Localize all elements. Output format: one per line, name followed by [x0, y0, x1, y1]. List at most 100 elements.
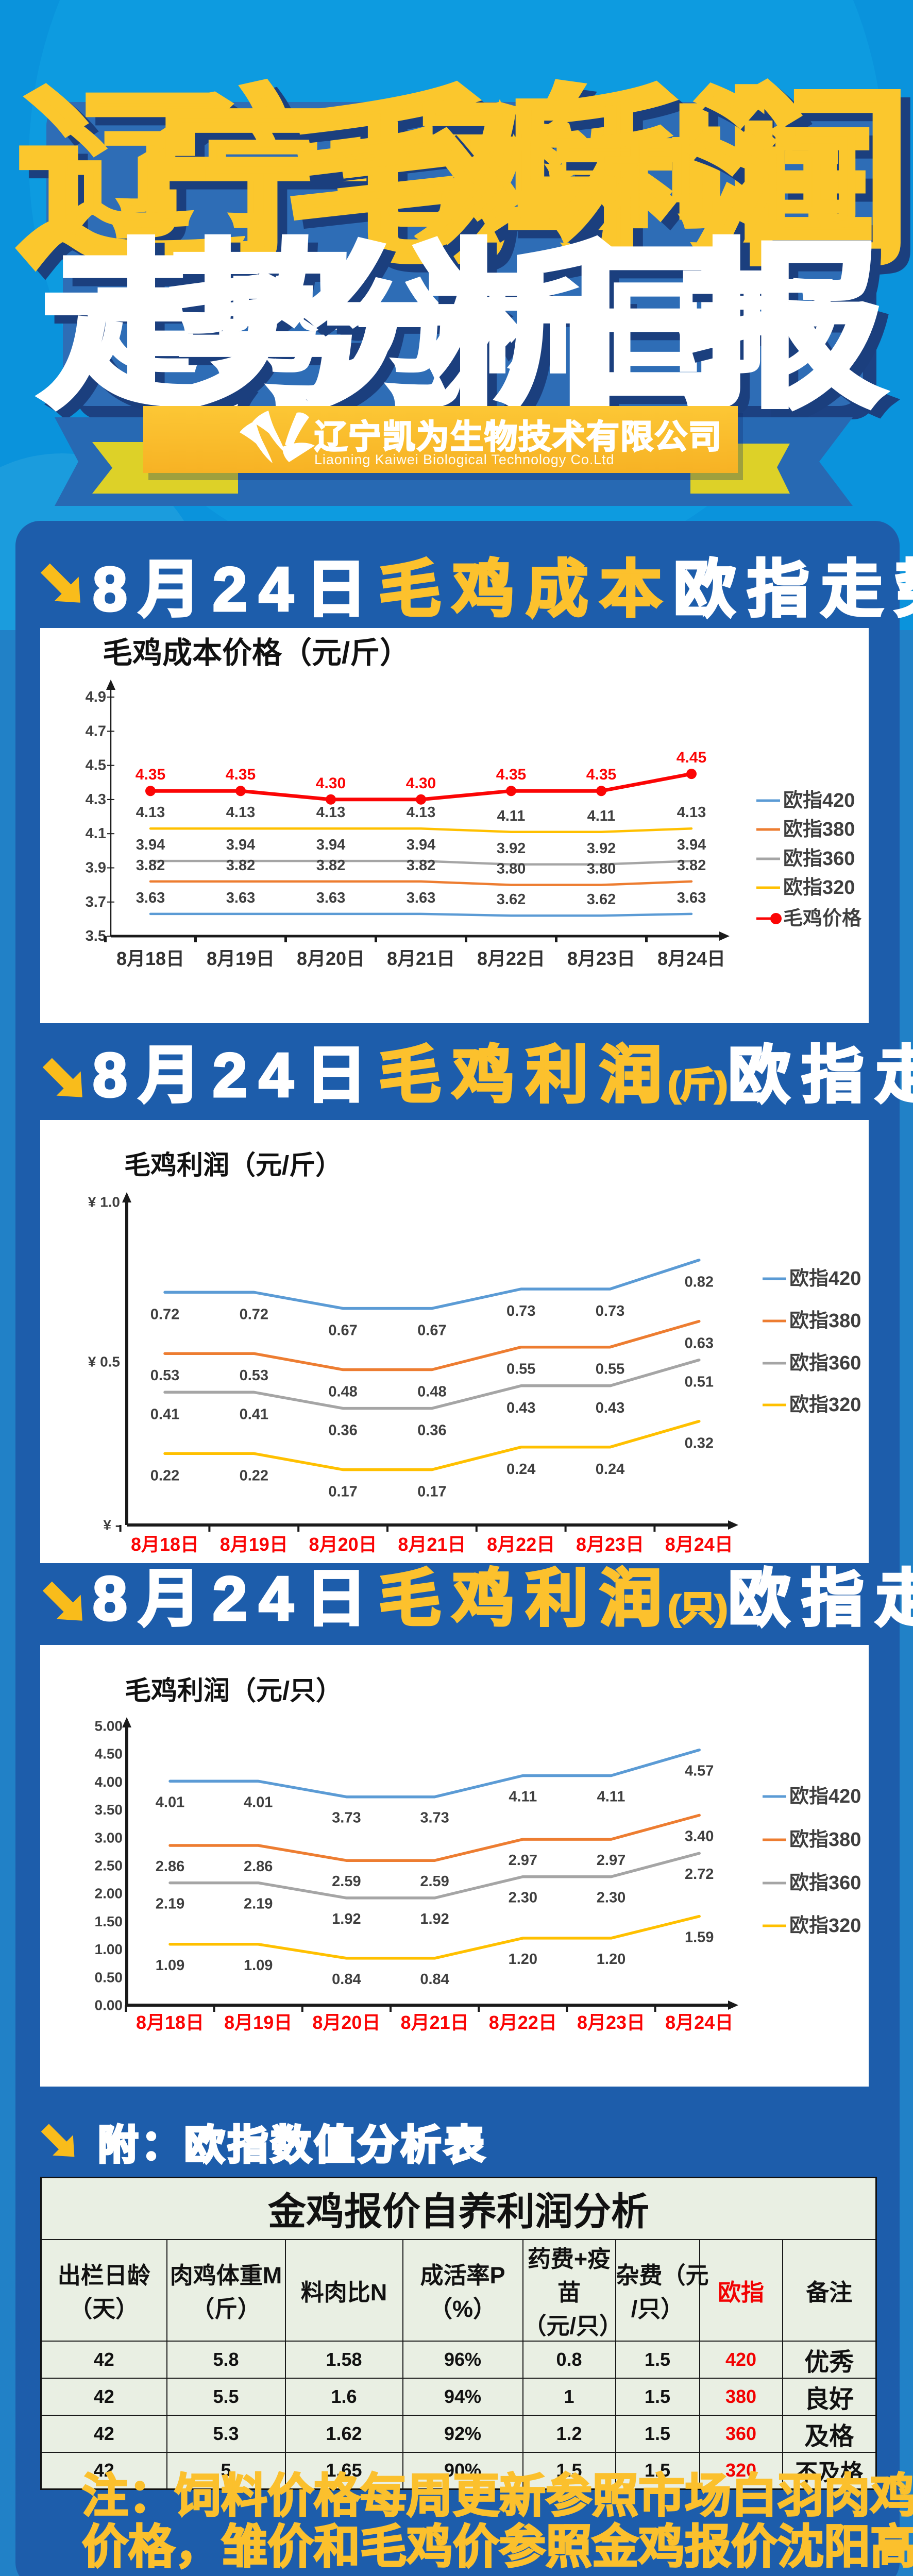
svg-text:8月19日: 8月19日	[220, 1534, 288, 1555]
svg-text:0.50: 0.50	[95, 1969, 123, 1985]
svg-text:4.35: 4.35	[136, 766, 165, 783]
svg-text:2.00: 2.00	[95, 1886, 123, 1902]
svg-text:1.09: 1.09	[244, 1957, 273, 1974]
svg-text:3.40: 3.40	[685, 1828, 714, 1844]
svg-text:4.57: 4.57	[685, 1763, 714, 1780]
svg-text:4.35: 4.35	[496, 766, 526, 783]
svg-text:0.82: 0.82	[685, 1274, 714, 1291]
svg-text:¥ 1.0: ¥ 1.0	[88, 1194, 120, 1210]
svg-text:4.01: 4.01	[156, 1794, 184, 1810]
svg-text:3.82: 3.82	[316, 857, 345, 874]
svg-text:0.22: 0.22	[240, 1467, 268, 1484]
svg-text:4.1: 4.1	[86, 825, 106, 842]
svg-text:8月19日: 8月19日	[224, 2012, 292, 2033]
svg-text:4.00: 4.00	[95, 1774, 123, 1790]
svg-text:0.24: 0.24	[596, 1461, 624, 1478]
svg-text:0.24: 0.24	[506, 1461, 535, 1478]
svg-text:2.30: 2.30	[597, 1890, 625, 1906]
svg-text:¥ -: ¥ -	[103, 1517, 120, 1533]
svg-text:4.11: 4.11	[587, 808, 616, 824]
svg-text:欧指380: 欧指380	[789, 1829, 861, 1851]
svg-text:2.50: 2.50	[95, 1858, 123, 1874]
svg-text:欧指360: 欧指360	[789, 1872, 861, 1894]
svg-text:8月23日: 8月23日	[577, 2012, 645, 2033]
svg-text:8月22日: 8月22日	[487, 1534, 555, 1555]
svg-text:毛鸡价格: 毛鸡价格	[783, 908, 862, 929]
svg-text:3.82: 3.82	[136, 857, 165, 874]
svg-text:8月20日: 8月20日	[309, 1534, 377, 1555]
svg-text:0.17: 0.17	[328, 1484, 357, 1500]
svg-text:欧指380: 欧指380	[783, 819, 855, 840]
svg-text:毛鸡利润（元/斤）: 毛鸡利润（元/斤）	[124, 1150, 342, 1180]
svg-text:0.32: 0.32	[685, 1435, 714, 1452]
svg-text:3.94: 3.94	[226, 837, 255, 853]
svg-text:4.7: 4.7	[86, 723, 106, 739]
svg-text:1.09: 1.09	[156, 1957, 184, 1974]
svg-text:8月22日: 8月22日	[477, 948, 545, 969]
svg-text:4.3: 4.3	[86, 791, 106, 808]
svg-text:1.50: 1.50	[95, 1913, 123, 1929]
svg-text:0.41: 0.41	[150, 1406, 179, 1422]
svg-text:欧指420: 欧指420	[783, 790, 855, 811]
svg-text:3.63: 3.63	[136, 890, 165, 906]
svg-text:3.80: 3.80	[587, 861, 616, 877]
svg-text:2.72: 2.72	[685, 1866, 714, 1883]
svg-text:0.41: 0.41	[240, 1406, 268, 1422]
svg-text:0.22: 0.22	[150, 1467, 179, 1484]
svg-text:8月23日: 8月23日	[576, 1534, 644, 1555]
svg-text:8月19日: 8月19日	[207, 948, 275, 969]
svg-text:3.63: 3.63	[407, 890, 435, 906]
svg-text:4.11: 4.11	[497, 808, 526, 824]
svg-text:8月24日: 8月24日	[665, 2012, 733, 2033]
svg-text:0.53: 0.53	[240, 1367, 268, 1384]
svg-text:毛鸡成本价格（元/斤）: 毛鸡成本价格（元/斤）	[103, 636, 410, 670]
svg-text:0.53: 0.53	[150, 1367, 179, 1384]
svg-text:1.20: 1.20	[509, 1951, 537, 1968]
svg-text:0.48: 0.48	[328, 1384, 357, 1400]
svg-text:4.9: 4.9	[86, 689, 106, 705]
svg-text:5.00: 5.00	[95, 1718, 123, 1734]
svg-text:4.13: 4.13	[677, 804, 706, 821]
svg-text:3.94: 3.94	[136, 837, 165, 853]
svg-text:0.63: 0.63	[685, 1335, 714, 1352]
svg-text:3.7: 3.7	[86, 894, 106, 910]
svg-text:2.86: 2.86	[156, 1858, 184, 1875]
svg-text:0.55: 0.55	[596, 1361, 624, 1378]
svg-text:3.50: 3.50	[95, 1802, 123, 1818]
svg-text:0.36: 0.36	[417, 1422, 446, 1439]
svg-text:0.36: 0.36	[328, 1422, 357, 1439]
svg-text:0.43: 0.43	[596, 1400, 624, 1416]
svg-text:3.82: 3.82	[407, 857, 435, 874]
svg-text:0.73: 0.73	[506, 1303, 535, 1319]
svg-text:3.62: 3.62	[587, 891, 616, 908]
svg-text:8月18日: 8月18日	[131, 1534, 199, 1555]
svg-text:3.62: 3.62	[497, 891, 526, 908]
svg-text:3.73: 3.73	[332, 1810, 361, 1826]
svg-text:2.59: 2.59	[332, 1873, 361, 1890]
svg-text:3.94: 3.94	[316, 837, 345, 853]
svg-text:3.5: 3.5	[86, 928, 106, 944]
svg-text:2.19: 2.19	[156, 1896, 184, 1912]
svg-text:0.73: 0.73	[596, 1303, 624, 1319]
svg-text:4.01: 4.01	[244, 1794, 273, 1810]
svg-text:欧指360: 欧指360	[789, 1352, 861, 1374]
svg-text:8月21日: 8月21日	[398, 1534, 466, 1555]
svg-text:4.13: 4.13	[316, 804, 345, 821]
svg-text:3.92: 3.92	[497, 840, 526, 857]
svg-text:3.94: 3.94	[407, 837, 435, 853]
svg-text:4.30: 4.30	[316, 775, 346, 792]
svg-text:2.86: 2.86	[244, 1858, 273, 1875]
svg-text:4.50: 4.50	[95, 1746, 123, 1762]
svg-text:1.59: 1.59	[685, 1929, 714, 1946]
svg-text:4.35: 4.35	[226, 766, 256, 783]
svg-text:2.19: 2.19	[244, 1896, 273, 1912]
svg-text:3.73: 3.73	[420, 1810, 449, 1826]
svg-text:欧指320: 欧指320	[783, 877, 855, 899]
svg-text:0.72: 0.72	[150, 1306, 179, 1323]
svg-text:3.63: 3.63	[226, 890, 255, 906]
svg-text:2.30: 2.30	[509, 1890, 537, 1906]
svg-text:8月24日: 8月24日	[665, 1534, 733, 1555]
svg-text:0.00: 0.00	[95, 1997, 123, 2013]
svg-text:8月20日: 8月20日	[312, 2012, 380, 2033]
svg-text:0.84: 0.84	[420, 1971, 449, 1988]
